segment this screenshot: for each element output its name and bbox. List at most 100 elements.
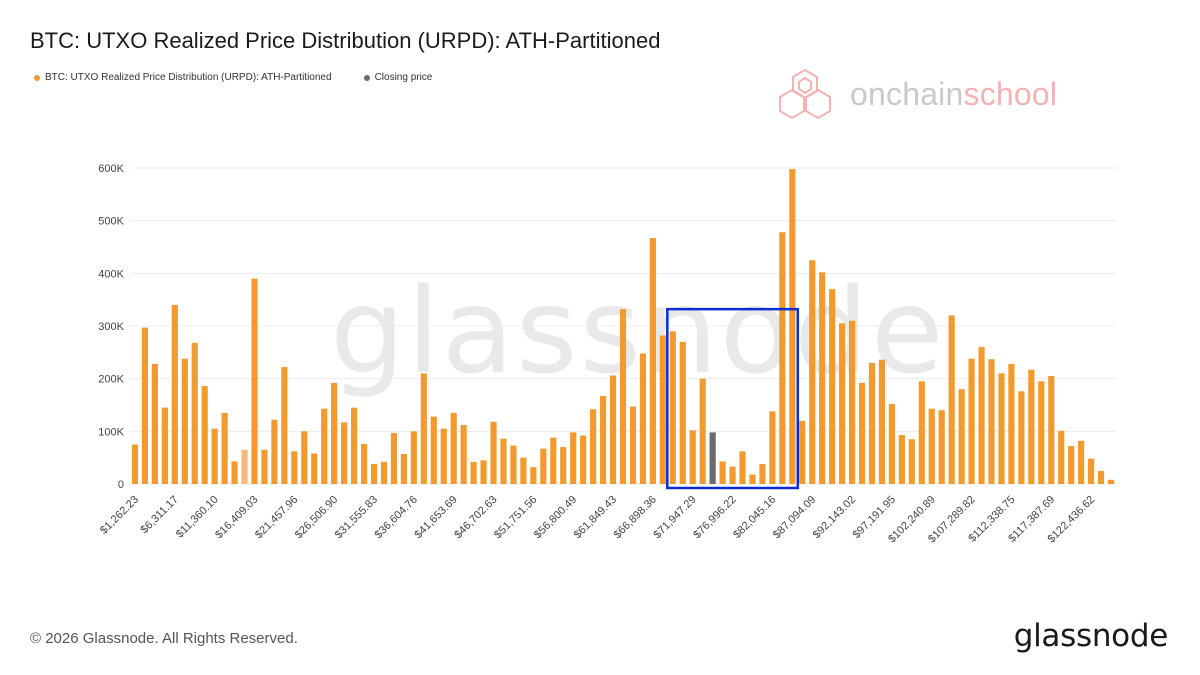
urpd-bar (370, 463, 378, 484)
urpd-bar (809, 260, 816, 484)
highlight-box (666, 307, 800, 490)
urpd-bar (550, 437, 557, 484)
y-axis: 0 100K 200K 300K 400K 500K 600K (98, 163, 124, 491)
urpd-bar (440, 428, 447, 484)
urpd-bar (629, 406, 637, 484)
x-axis: $1,262.23$6,311.17$11,360.10$16,409.03$2… (98, 494, 1097, 546)
onchainschool-wordmark: onchainschool (850, 76, 1057, 113)
urpd-bar (599, 396, 607, 484)
urpd-bar (1038, 381, 1045, 484)
urpd-bar (839, 323, 846, 484)
y-tick-label: 100K (98, 426, 124, 438)
urpd-bar (430, 416, 437, 484)
urpd-bar (380, 461, 388, 484)
urpd-bar (948, 315, 955, 484)
urpd-bar (749, 474, 756, 484)
urpd-bar (928, 408, 935, 484)
urpd-bar (639, 353, 647, 484)
urpd-bar (679, 341, 686, 484)
urpd-bar (799, 420, 806, 484)
urpd-bar (560, 447, 567, 484)
urpd-bar (171, 304, 178, 484)
urpd-bar (699, 378, 706, 484)
brand-part-onchain: onchain (850, 75, 964, 112)
y-tick-label: 300K (98, 321, 124, 333)
urpd-bar (888, 403, 895, 484)
urpd-bar (649, 238, 656, 484)
overlay (666, 307, 800, 490)
legend: BTC: UTXO Realized Price Distribution (U… (34, 72, 464, 83)
urpd-bar (1107, 479, 1115, 484)
urpd-bar (420, 373, 427, 484)
urpd-bar (739, 451, 746, 484)
legend-dot-urpd (34, 74, 40, 81)
urpd-bar (530, 467, 537, 484)
y-tick-label: 0 (118, 479, 124, 491)
urpd-bar (450, 412, 457, 484)
urpd-bar (181, 358, 188, 484)
y-tick-label: 200K (98, 374, 124, 386)
urpd-bar (898, 435, 905, 484)
urpd-bar (331, 382, 338, 484)
y-tick-label: 500K (98, 216, 124, 228)
closing-price-bar (709, 432, 716, 484)
urpd-bar (241, 449, 248, 484)
urpd-bar (590, 409, 597, 484)
urpd-bar (341, 422, 348, 484)
urpd-bar (958, 389, 965, 484)
onchainschool-brand: onchainschool (776, 68, 1057, 120)
urpd-bar (510, 445, 517, 484)
urpd-bar (719, 461, 726, 484)
urpd-bar (619, 309, 627, 484)
urpd-bar (978, 347, 985, 484)
urpd-bar (779, 232, 786, 484)
legend-item-urpd[interactable]: BTC: UTXO Realized Price Distribution (U… (34, 72, 332, 83)
urpd-bar (988, 359, 995, 484)
urpd-bar (321, 408, 328, 484)
urpd-bar (759, 463, 766, 484)
onchainschool-logo-icon (779, 68, 831, 120)
urpd-bar (1088, 458, 1095, 484)
x-tick-label: $6,311.17 (138, 494, 181, 537)
urpd-bar (1048, 376, 1055, 484)
urpd-bar (400, 453, 407, 484)
urpd-bar (769, 411, 776, 484)
urpd-bar (360, 443, 368, 484)
urpd-bar-chart: 0 100K 200K 300K 400K 500K 600K $1,262.23$6,31… (98, 163, 1116, 546)
urpd-bar (998, 373, 1005, 484)
urpd-bar (729, 466, 736, 484)
urpd-bar (938, 410, 945, 484)
urpd-bar (161, 407, 168, 484)
urpd-bar (231, 461, 238, 484)
urpd-bar (789, 169, 796, 484)
urpd-bar (669, 331, 676, 484)
urpd-bar (191, 342, 198, 484)
x-tick-label: $1,262.23 (98, 494, 141, 537)
urpd-bar (1068, 446, 1075, 484)
legend-label-closing-price: Closing price (374, 72, 433, 83)
urpd-bar (141, 327, 149, 484)
urpd-bar (609, 375, 617, 484)
copyright-notice: © 2026 Glassnode. All Rights Reserved. (30, 630, 298, 647)
urpd-bar (390, 432, 398, 484)
chart-title: BTC: UTXO Realized Price Distribution (U… (30, 28, 661, 53)
urpd-bar (221, 412, 228, 484)
urpd-bar (301, 431, 308, 484)
urpd-bar (480, 460, 487, 484)
urpd-bar (211, 428, 218, 484)
urpd-bar (311, 453, 318, 484)
urpd-bar (908, 439, 915, 484)
urpd-bar (271, 419, 278, 484)
urpd-bar (968, 358, 975, 484)
urpd-bar (689, 430, 696, 484)
urpd-bar (460, 425, 467, 484)
urpd-bar (540, 448, 547, 484)
urpd-bar (1058, 430, 1065, 484)
legend-item-closing-price[interactable]: Closing price (363, 72, 433, 83)
urpd-bar (848, 320, 856, 484)
urpd-bar (351, 407, 358, 484)
y-tick-label: 400K (98, 268, 124, 280)
urpd-bar (490, 421, 497, 484)
urpd-bar (868, 362, 876, 484)
urpd-bar (251, 278, 258, 484)
